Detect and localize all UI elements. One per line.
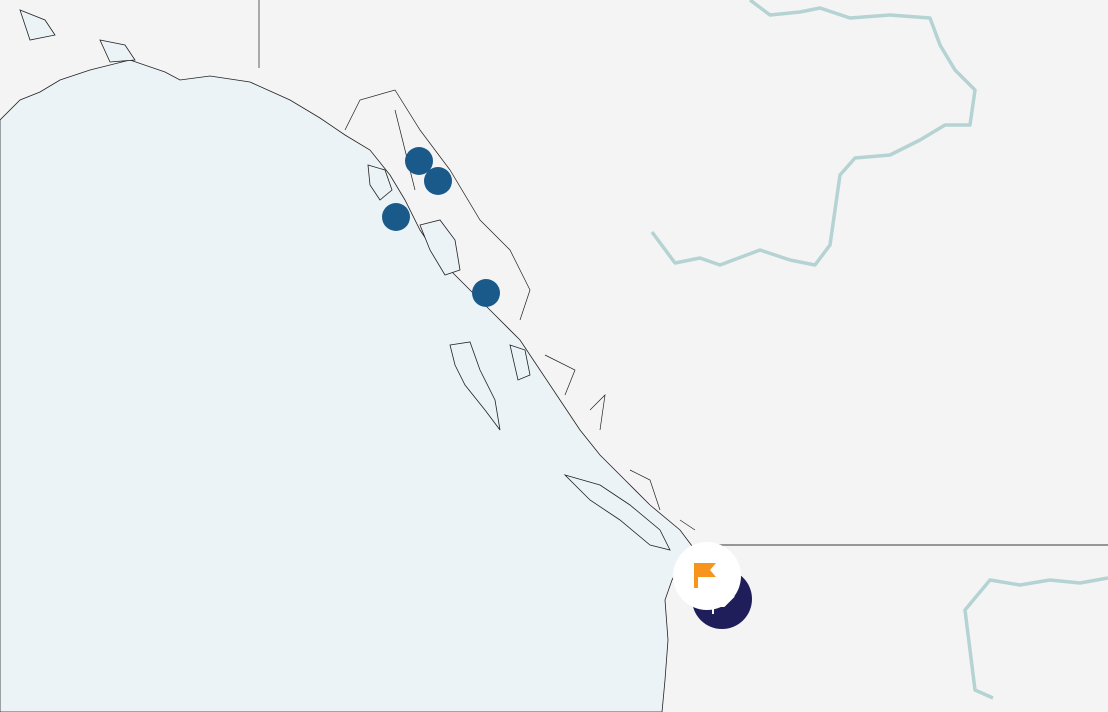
flag-icon (694, 563, 716, 588)
selected-marker[interactable] (673, 542, 752, 629)
fjord-lines (344, 89, 696, 531)
map-marker[interactable] (405, 147, 433, 175)
coastline-islands (19, 9, 671, 551)
markers (382, 147, 500, 307)
map-marker[interactable] (472, 279, 500, 307)
map-marker[interactable] (424, 167, 452, 195)
map-marker[interactable] (382, 203, 410, 231)
ocean (0, 59, 696, 712)
rivers (650, 0, 1108, 700)
